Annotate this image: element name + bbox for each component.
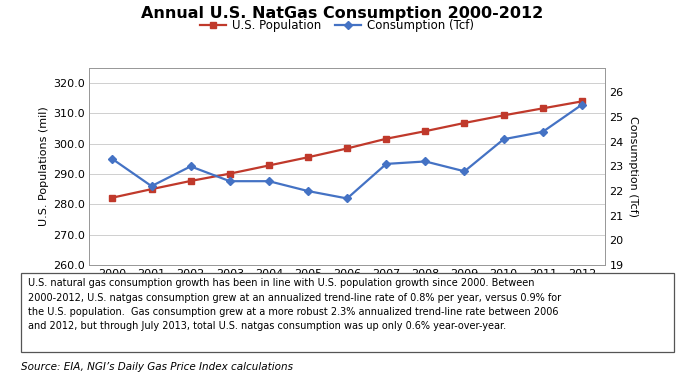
Y-axis label: U.S. Populations (mil): U.S. Populations (mil) bbox=[39, 106, 49, 226]
Text: Annual U.S. NatGas Consumption 2000-2012: Annual U.S. NatGas Consumption 2000-2012 bbox=[141, 6, 543, 21]
Text: Source: EIA, NGI’s Daily Gas Price Index calculations: Source: EIA, NGI’s Daily Gas Price Index… bbox=[21, 362, 293, 372]
Legend: U.S. Population, Consumption (Tcf): U.S. Population, Consumption (Tcf) bbox=[195, 14, 479, 37]
FancyBboxPatch shape bbox=[21, 273, 674, 352]
Text: U.S. natural gas consumption growth has been in line with U.S. population growth: U.S. natural gas consumption growth has … bbox=[28, 278, 562, 331]
Y-axis label: Consumption (Tcf): Consumption (Tcf) bbox=[628, 116, 637, 217]
